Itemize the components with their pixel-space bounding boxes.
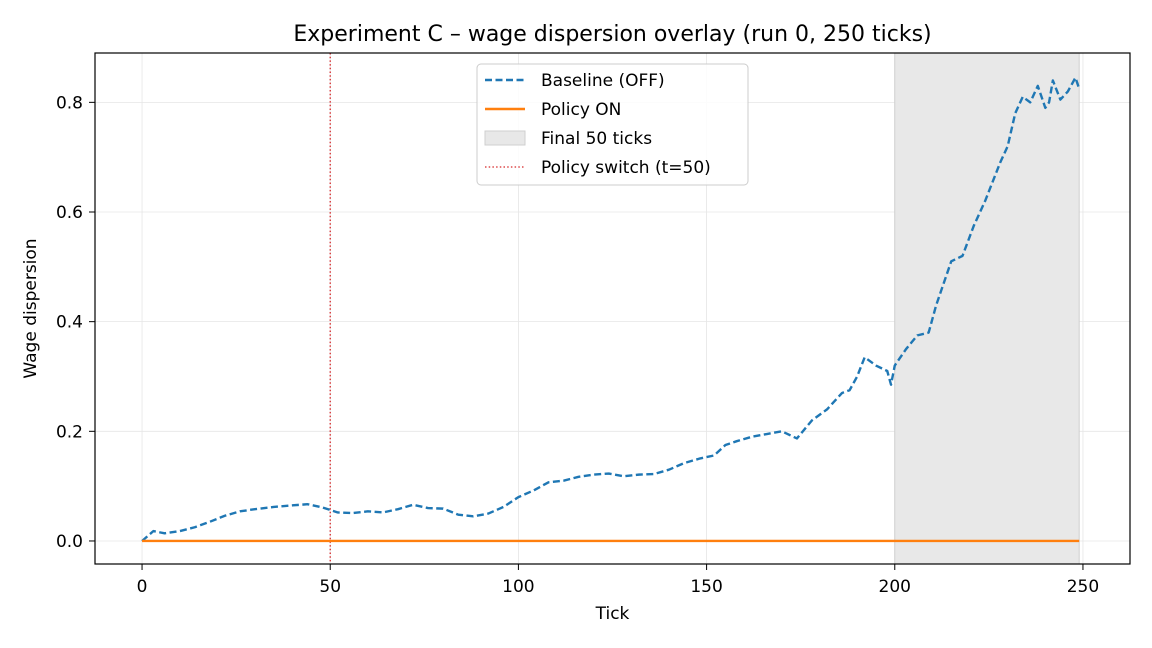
legend-swatch: [484, 130, 526, 146]
y-tick-label: 0.8: [56, 93, 83, 113]
legend-item-final-ticks: Final 50 ticks: [484, 129, 652, 149]
y-axis-ticks: 0.0 0.2 0.4 0.6 0.8: [56, 93, 95, 552]
final-ticks-shade: [894, 52, 1080, 565]
chart-title: Experiment C – wage dispersion overlay (…: [293, 22, 931, 47]
legend-label: Policy switch (t=50): [541, 158, 711, 178]
y-tick-label: 0.6: [56, 203, 83, 223]
legend-label: Final 50 ticks: [541, 129, 652, 149]
x-tick-label: 250: [1067, 577, 1099, 597]
x-tick-label: 0: [137, 577, 148, 597]
x-axis-ticks: 0 50 100 150 200 250: [137, 564, 1099, 597]
legend-item-policy-switch: Policy switch (t=50): [485, 158, 711, 178]
shaded-region: [894, 52, 1080, 565]
legend-box: [476, 63, 749, 186]
plot-frame: [94, 52, 1131, 565]
plot-area: [94, 52, 1131, 565]
y-tick-label: 0.0: [56, 532, 83, 552]
y-axis-label: Wage dispersion: [21, 238, 41, 378]
legend-item-policy-on: Policy ON: [485, 100, 621, 120]
legend-label: Baseline (OFF): [541, 71, 665, 91]
y-tick-label: 0.2: [56, 422, 83, 442]
x-tick-label: 50: [319, 577, 341, 597]
x-axis-label: Tick: [595, 604, 630, 624]
y-tick-label: 0.4: [56, 313, 83, 333]
series-lines: [141, 76, 1081, 543]
x-tick-label: 150: [690, 577, 722, 597]
legend: Baseline (OFF) Policy ON Final 50 ticks Pol…: [476, 63, 749, 186]
legend-item-baseline: Baseline (OFF): [485, 71, 665, 91]
legend-label: Policy ON: [541, 100, 621, 120]
x-tick-label: 200: [879, 577, 911, 597]
x-tick-label: 100: [502, 577, 534, 597]
series-line-baseline: [141, 76, 1081, 542]
